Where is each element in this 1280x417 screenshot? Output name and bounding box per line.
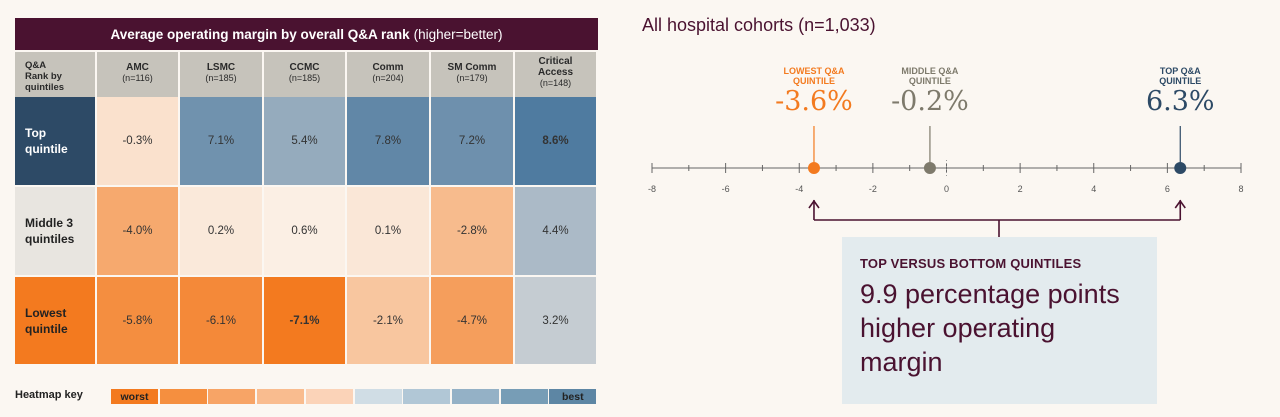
marker-point <box>807 162 820 174</box>
heatmap-title-bold: Average operating margin by overall Q&A … <box>110 26 410 42</box>
heatmap-cell: -2.8% <box>431 187 513 275</box>
heatmap-cell: 7.2% <box>431 97 513 185</box>
axis-tick-label: 6 <box>1165 184 1170 194</box>
heatmap-cell: -4.0% <box>97 187 178 275</box>
callout-box: TOP VERSUS BOTTOM QUINTILES 9.9 percenta… <box>842 237 1157 404</box>
column-header: CCMC (n=185) <box>264 52 345 97</box>
column-header: AMC (n=116) <box>97 52 178 97</box>
column-header: SM Comm (n=179) <box>431 52 513 97</box>
column-header-count: (n=179) <box>456 73 488 83</box>
heatmap-cell: 5.4% <box>264 97 345 185</box>
row-label: Middle 3 quintiles <box>15 187 95 275</box>
heatmap-cell: 7.8% <box>347 97 429 185</box>
axis-tick-label: -8 <box>648 184 656 194</box>
heatmap-cell: 8.6% <box>515 97 596 185</box>
callout-heading: TOP VERSUS BOTTOM QUINTILES <box>860 256 1082 271</box>
column-header-name: LSMC <box>206 62 236 73</box>
axis-tick-label: -6 <box>722 184 730 194</box>
axis-tick-label: 2 <box>1018 184 1023 194</box>
row-label: Lowest quintile <box>15 277 95 364</box>
heatmap-cell: 3.2% <box>515 277 596 364</box>
column-header-count: (n=185) <box>288 73 321 83</box>
axis-tick-label: 4 <box>1091 184 1096 194</box>
heatmap-title-note: (higher=better) <box>413 26 503 42</box>
column-header-count: (n=116) <box>122 73 153 83</box>
column-header-name: AMC <box>126 62 149 73</box>
axis-tick-label: 0 <box>944 184 949 194</box>
marker-label: MIDDLE Q&A QUINTILE <box>901 66 959 86</box>
heatmap-cell: -0.3% <box>97 97 178 185</box>
heatmap-key-worst: worst <box>111 389 158 404</box>
column-header-count: (n=148) <box>539 78 572 88</box>
heatmap-cell: 7.1% <box>180 97 262 185</box>
marker-value: -0.2% <box>891 86 969 117</box>
column-header: Critical Access (n=148) <box>515 52 596 97</box>
heatmap-cell: -7.1% <box>264 277 345 364</box>
axis-tick-label: -4 <box>795 184 803 194</box>
heatmap-cell: 4.4% <box>515 187 596 275</box>
heatmap-key-swatch <box>451 389 499 404</box>
heatmap-key-swatch <box>305 389 353 404</box>
callout-body: 9.9 percentage points higher operating m… <box>860 279 1120 377</box>
bracket-arrow-left <box>808 199 820 209</box>
column-header-name: CCMC <box>289 62 320 73</box>
marker-label: LOWEST Q&A QUINTILE <box>783 66 845 86</box>
heatmap-key-swatch <box>159 389 207 404</box>
heatmap-cell: 0.1% <box>347 187 429 275</box>
marker-point <box>1174 162 1187 174</box>
column-header: Comm (n=204) <box>347 52 429 97</box>
axis-tick-label: 8 <box>1238 184 1243 194</box>
heatmap-key-swatch <box>257 389 305 404</box>
marker-value: 6.3% <box>1145 86 1215 117</box>
heatmap-key-swatch <box>403 389 451 404</box>
column-header-name: Critical Access <box>537 56 574 78</box>
heatmap-key-swatch <box>500 389 548 404</box>
heatmap-cell: -5.8% <box>97 277 178 364</box>
heatmap-key-swatch <box>208 389 256 404</box>
axis-tick-label: -2 <box>869 184 877 194</box>
column-header-name: Comm <box>372 62 404 73</box>
bracket-arrow-right <box>1174 199 1186 209</box>
cohort-title: All hospital cohorts (n=1,033) <box>642 15 876 35</box>
marker-point <box>923 162 936 174</box>
column-header-name: SM Comm <box>447 62 497 73</box>
heatmap-cell: 0.6% <box>264 187 345 275</box>
marker-value: -3.6% <box>775 86 853 117</box>
heatmap-key-swatch <box>354 389 402 404</box>
heatmap-cell: 0.2% <box>180 187 262 275</box>
heatmap-cell: -6.1% <box>180 277 262 364</box>
heatmap-key-label: Heatmap key <box>15 389 83 401</box>
row-label: Top quintile <box>15 97 95 185</box>
column-header: LSMC (n=185) <box>180 52 262 97</box>
column-header-count: (n=185) <box>205 73 237 83</box>
column-header-count: (n=204) <box>372 73 404 83</box>
heatmap-cell: -2.1% <box>347 277 429 364</box>
heatmap-key-best: best <box>549 389 597 404</box>
heatmap-corner-label: Q&A Rank by quintiles <box>15 52 95 97</box>
heatmap-cell: -4.7% <box>431 277 513 364</box>
marker-label: TOP Q&A QUINTILE <box>1159 66 1202 86</box>
heatmap-title: Average operating margin by overall Q&A … <box>15 18 598 50</box>
